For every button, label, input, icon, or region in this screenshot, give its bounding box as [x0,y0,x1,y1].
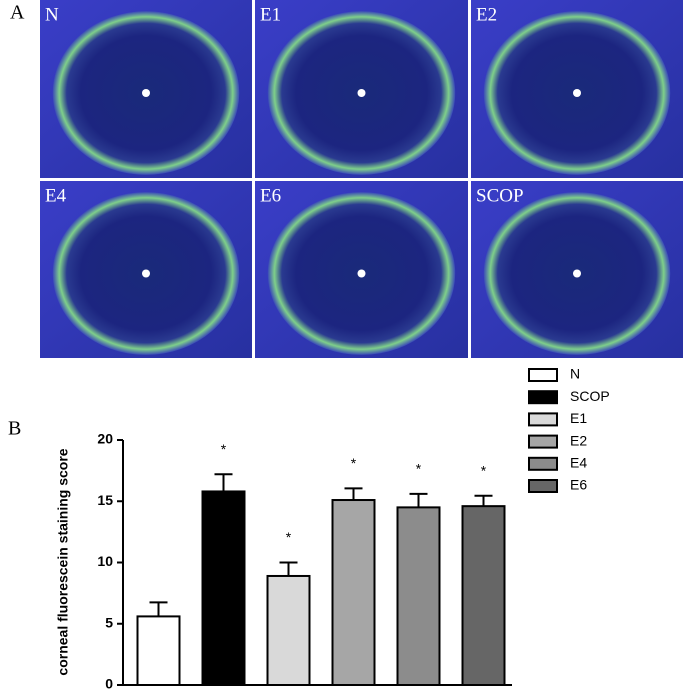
bar [461,505,506,686]
photo-label: E1 [260,4,281,25]
y-tick-label: 10 [97,553,113,569]
significance-mark: * [286,529,292,545]
legend-swatch [528,412,558,427]
significance-mark: * [416,461,422,477]
y-tick-label: 15 [97,492,113,508]
bar [136,615,181,687]
photo-label: E4 [45,185,67,206]
bar [331,499,376,686]
legend-swatch [528,479,558,493]
legend-label: E6 [570,477,587,493]
legend-swatch [528,456,558,471]
reflection [357,269,366,278]
chart: 0 5 10 15 20 corneal fluorescein staining sco… [55,366,610,692]
reflection [573,89,581,97]
legend-label: E2 [570,432,587,448]
reflection [142,269,150,278]
reflection [357,89,366,97]
legend-label: E1 [570,410,587,426]
y-axis-label: corneal fluorescein staining score [55,448,71,675]
reflection [573,269,581,278]
legend-label: N [570,366,580,382]
photo-grid: N E1 E2 E4 E6 SCOP [40,0,683,358]
significance-mark: * [351,455,357,471]
legend-label: SCOP [570,388,610,404]
photo-label: SCOP [476,185,524,206]
bar [266,574,311,686]
panel-label: B [8,418,21,440]
y-tick-label: 0 [105,676,113,692]
y-tick-label: 20 [97,431,113,447]
reflection [142,89,150,97]
significance-mark: * [481,462,487,478]
photo-label: E2 [476,4,497,25]
significance-mark: * [221,441,227,457]
bar [396,506,441,686]
photo-label: N [45,4,59,25]
photo-label: E6 [260,185,281,206]
legend-swatch [528,434,558,449]
legend-swatch [528,368,558,382]
bar [201,490,246,687]
panel-label: A [10,2,25,24]
y-tick-label: 5 [105,614,113,630]
legend-label: E4 [570,455,587,471]
legend-swatch [528,390,558,405]
